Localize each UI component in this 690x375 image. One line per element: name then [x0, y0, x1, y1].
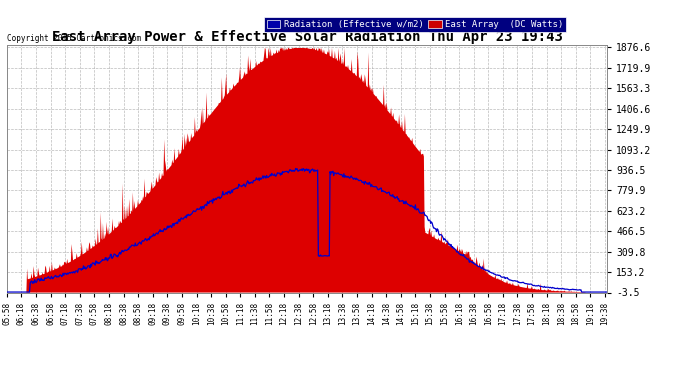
Title: East Array Power & Effective Solar Radiation Thu Apr 23 19:43: East Array Power & Effective Solar Radia…: [52, 30, 562, 44]
Text: Copyright 2015 Cartronics.com: Copyright 2015 Cartronics.com: [7, 33, 141, 42]
Legend: Radiation (Effective w/m2), East Array  (DC Watts): Radiation (Effective w/m2), East Array (…: [264, 17, 566, 32]
